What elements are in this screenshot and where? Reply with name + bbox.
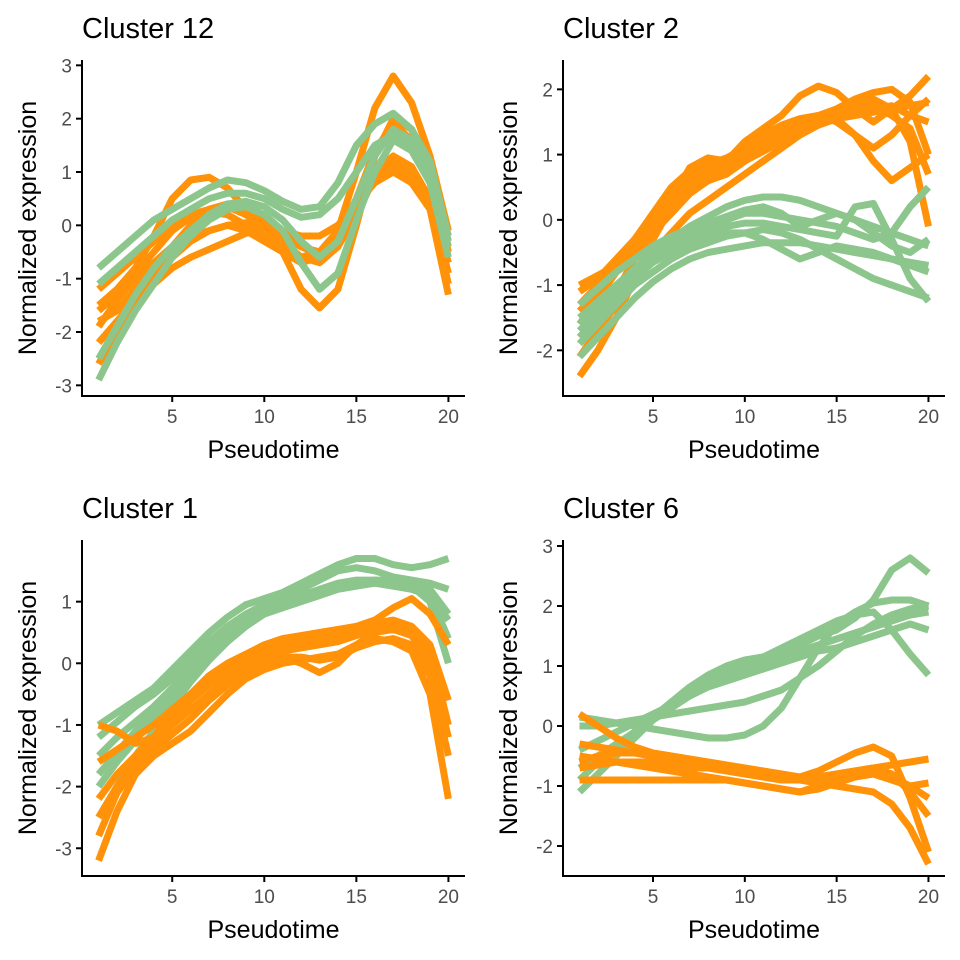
x-tick-label: 15 xyxy=(346,887,367,908)
series-line-orange xyxy=(577,96,931,295)
y-tick-label: 2 xyxy=(542,80,553,101)
x-tick-label: 10 xyxy=(254,407,275,428)
series-line-green xyxy=(95,125,452,361)
x-tick-label: 5 xyxy=(167,887,178,908)
y-tick-label: -2 xyxy=(536,341,553,362)
series-line-orange xyxy=(577,73,932,289)
x-tick-label: 10 xyxy=(734,887,755,908)
series-line-orange xyxy=(96,616,452,765)
x-axis-title: Pseudotime xyxy=(688,436,820,464)
panel-3: Cluster 1 5 10 15 20 -3 -2 -1 0 1 Pseudotime Normal… xyxy=(14,493,465,944)
x-tick-label: 20 xyxy=(918,887,939,908)
series-line-green xyxy=(96,564,450,740)
panel-title: Cluster 6 xyxy=(563,493,679,525)
x-axis-title: Pseudotime xyxy=(207,916,339,944)
y-axis-title: Normalized expression xyxy=(14,581,42,835)
y-tick-label: 1 xyxy=(542,146,553,167)
y-axis-title: Normalized expression xyxy=(495,101,523,355)
y-tick-label: -1 xyxy=(55,270,72,291)
series-lines xyxy=(95,72,452,382)
x-tick-label: 10 xyxy=(734,407,755,428)
x-tick-label: 15 xyxy=(826,407,847,428)
y-tick-label: 1 xyxy=(61,163,72,184)
y-tick-label: -2 xyxy=(55,778,72,799)
series-line-green xyxy=(96,109,452,271)
y-tick-label: -3 xyxy=(55,376,72,397)
panel-title: Cluster 2 xyxy=(563,13,679,45)
x-tick-label: 10 xyxy=(254,887,275,908)
x-tick-label: 5 xyxy=(648,407,659,428)
x-axis-title: Pseudotime xyxy=(688,916,820,944)
series-line-green xyxy=(95,579,452,777)
x-tick-label: 5 xyxy=(167,407,178,428)
series-line-orange xyxy=(96,157,452,314)
series-line-orange xyxy=(95,625,452,820)
x-tick-label: 20 xyxy=(438,887,459,908)
y-tick-label: -3 xyxy=(55,839,72,860)
panel-title: Cluster 12 xyxy=(82,13,214,45)
y-axis-title: Normalized expression xyxy=(14,101,42,355)
y-tick-label: 1 xyxy=(542,657,553,678)
series-lines xyxy=(576,73,932,379)
series-line-green xyxy=(577,608,932,771)
y-tick-label: -2 xyxy=(536,837,553,858)
x-tick-label: 20 xyxy=(918,407,939,428)
panel-1: Cluster 12 5 10 15 20 -3 -2 -1 0 1 2 3 Pseudotime Nor… xyxy=(14,13,465,464)
y-tick-label: -1 xyxy=(536,777,553,798)
x-axis-title: Pseudotime xyxy=(207,436,339,464)
series-line-green xyxy=(576,226,930,347)
series-line-green xyxy=(96,555,450,728)
x-tick-label: 20 xyxy=(438,407,459,428)
series-line-green xyxy=(95,136,452,382)
y-tick-label: -1 xyxy=(55,716,72,737)
series-lines xyxy=(95,555,452,862)
panel-2: Cluster 2 5 10 15 20 -2 -1 0 1 2 Pseudotime Normali… xyxy=(495,13,945,464)
y-axis-title: Normalized expression xyxy=(495,581,523,835)
series-line-green xyxy=(579,602,930,730)
series-line-green xyxy=(576,229,930,340)
y-tick-label: 3 xyxy=(61,56,72,77)
panel-title: Cluster 1 xyxy=(82,493,198,525)
y-tick-label: 2 xyxy=(542,597,553,618)
series-line-green xyxy=(577,203,931,308)
y-tick-label: 0 xyxy=(542,211,553,232)
y-tick-label: 3 xyxy=(542,537,553,558)
y-tick-label: -2 xyxy=(55,323,72,344)
y-tick-label: 0 xyxy=(61,216,72,237)
series-lines xyxy=(577,554,932,866)
y-tick-label: 1 xyxy=(61,593,72,614)
y-tick-label: 2 xyxy=(61,110,72,131)
y-tick-label: 0 xyxy=(542,717,553,738)
series-line-orange xyxy=(95,152,452,345)
series-line-orange xyxy=(576,102,932,308)
series-line-green xyxy=(576,200,932,327)
y-tick-label: -1 xyxy=(536,276,553,297)
x-tick-label: 5 xyxy=(648,887,659,908)
panel-4: Cluster 6 5 10 15 20 -2 -1 0 1 2 3 Pseudotime Normal… xyxy=(495,493,945,944)
y-tick-label: 0 xyxy=(61,654,72,675)
x-tick-label: 15 xyxy=(826,887,847,908)
x-tick-label: 15 xyxy=(346,407,367,428)
series-line-orange xyxy=(578,758,930,790)
